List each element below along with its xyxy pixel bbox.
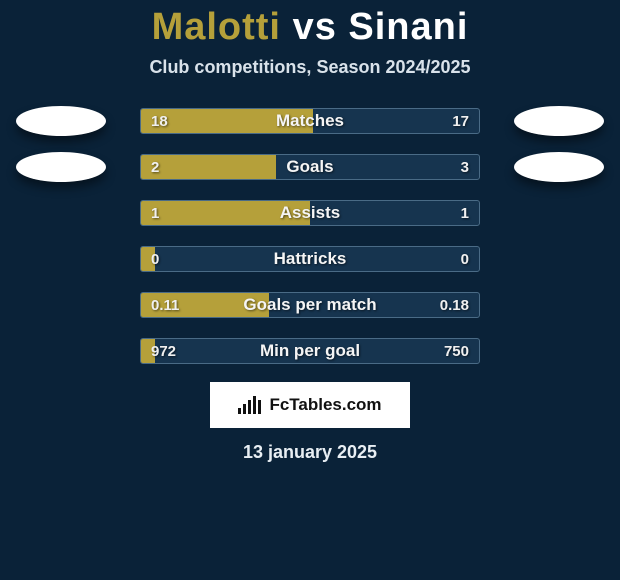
stat-row: 1817Matches xyxy=(0,98,620,144)
stat-label: Min per goal xyxy=(141,339,479,363)
stat-row: 23Goals xyxy=(0,144,620,190)
player1-name: Malotti xyxy=(152,6,281,48)
stat-row: 972750Min per goal xyxy=(0,328,620,374)
stat-row: 00Hattricks xyxy=(0,236,620,282)
stat-label: Assists xyxy=(141,201,479,225)
club-logo-left xyxy=(16,152,106,182)
stat-label: Goals per match xyxy=(141,293,479,317)
stat-row: 0.110.18Goals per match xyxy=(0,282,620,328)
stat-label: Matches xyxy=(141,109,479,133)
date-text: 13 january 2025 xyxy=(0,442,620,463)
stat-bar: 1817Matches xyxy=(140,108,480,134)
club-logo-left xyxy=(16,106,106,136)
club-logo-right xyxy=(514,152,604,182)
stat-bar: 00Hattricks xyxy=(140,246,480,272)
stat-row: 11Assists xyxy=(0,190,620,236)
stat-label: Goals xyxy=(141,155,479,179)
subtitle: Club competitions, Season 2024/2025 xyxy=(0,57,620,78)
club-logo-right xyxy=(514,106,604,136)
site-logo: FcTables.com xyxy=(210,382,410,428)
page-title: Malotti vs Sinani xyxy=(0,0,620,49)
logo-bars-icon xyxy=(238,396,261,414)
stat-bar: 0.110.18Goals per match xyxy=(140,292,480,318)
vs-text: vs xyxy=(293,6,337,48)
stat-bar: 972750Min per goal xyxy=(140,338,480,364)
player2-name: Sinani xyxy=(348,6,468,48)
stat-bar: 23Goals xyxy=(140,154,480,180)
logo-text: FcTables.com xyxy=(269,395,381,415)
stat-label: Hattricks xyxy=(141,247,479,271)
stats-container: 1817Matches 23Goals 11Assists 00Hattricks 0.… xyxy=(0,98,620,374)
stat-bar: 11Assists xyxy=(140,200,480,226)
